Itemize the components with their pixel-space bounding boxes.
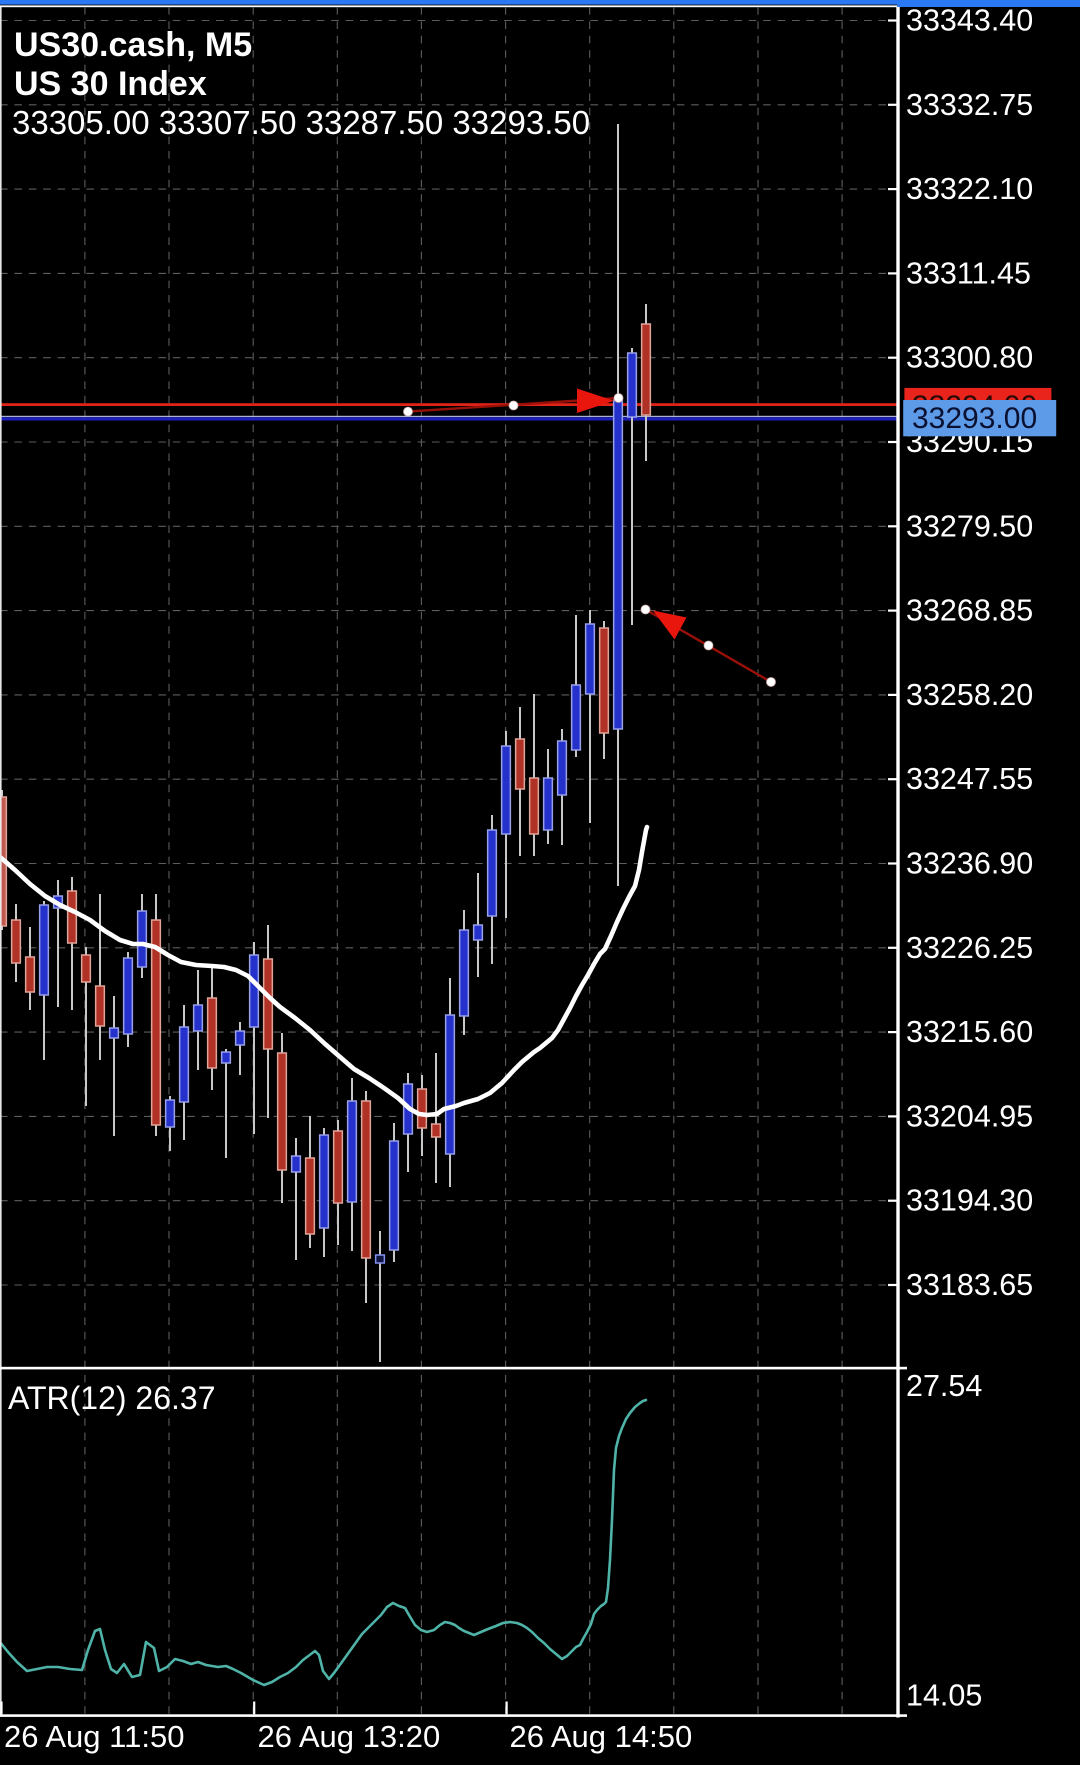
svg-text:33332.75: 33332.75 <box>906 88 1033 122</box>
svg-text:27.54: 27.54 <box>906 1369 982 1403</box>
svg-text:26 Aug 14:50: 26 Aug 14:50 <box>510 1719 693 1754</box>
svg-text:33311.45: 33311.45 <box>906 256 1031 290</box>
svg-text:33293.00: 33293.00 <box>912 402 1037 435</box>
svg-text:33204.95: 33204.95 <box>906 1099 1033 1133</box>
svg-text:US 30 Index: US 30 Index <box>14 65 207 103</box>
svg-text:33215.60: 33215.60 <box>906 1015 1033 1049</box>
svg-text:26 Aug 11:50: 26 Aug 11:50 <box>4 1719 184 1754</box>
svg-text:33322.10: 33322.10 <box>906 172 1033 206</box>
svg-text:33194.30: 33194.30 <box>906 1184 1033 1218</box>
svg-text:33343.40: 33343.40 <box>906 4 1033 38</box>
svg-text:14.05: 14.05 <box>906 1679 982 1713</box>
svg-text:33247.55: 33247.55 <box>906 762 1033 796</box>
svg-text:26 Aug 13:20: 26 Aug 13:20 <box>258 1719 441 1754</box>
svg-text:33300.80: 33300.80 <box>906 341 1033 375</box>
svg-text:33305.00 33307.50 33287.50 332: 33305.00 33307.50 33287.50 33293.50 <box>12 104 590 141</box>
svg-text:US30.cash, M5: US30.cash, M5 <box>14 26 252 64</box>
svg-text:33183.65: 33183.65 <box>906 1268 1033 1302</box>
svg-text:33268.85: 33268.85 <box>906 594 1033 628</box>
svg-text:ATR(12) 26.37: ATR(12) 26.37 <box>8 1380 216 1416</box>
svg-text:33226.25: 33226.25 <box>906 931 1033 965</box>
svg-text:33279.50: 33279.50 <box>906 509 1033 543</box>
svg-text:33236.90: 33236.90 <box>906 847 1033 881</box>
svg-text:33258.20: 33258.20 <box>906 678 1033 712</box>
